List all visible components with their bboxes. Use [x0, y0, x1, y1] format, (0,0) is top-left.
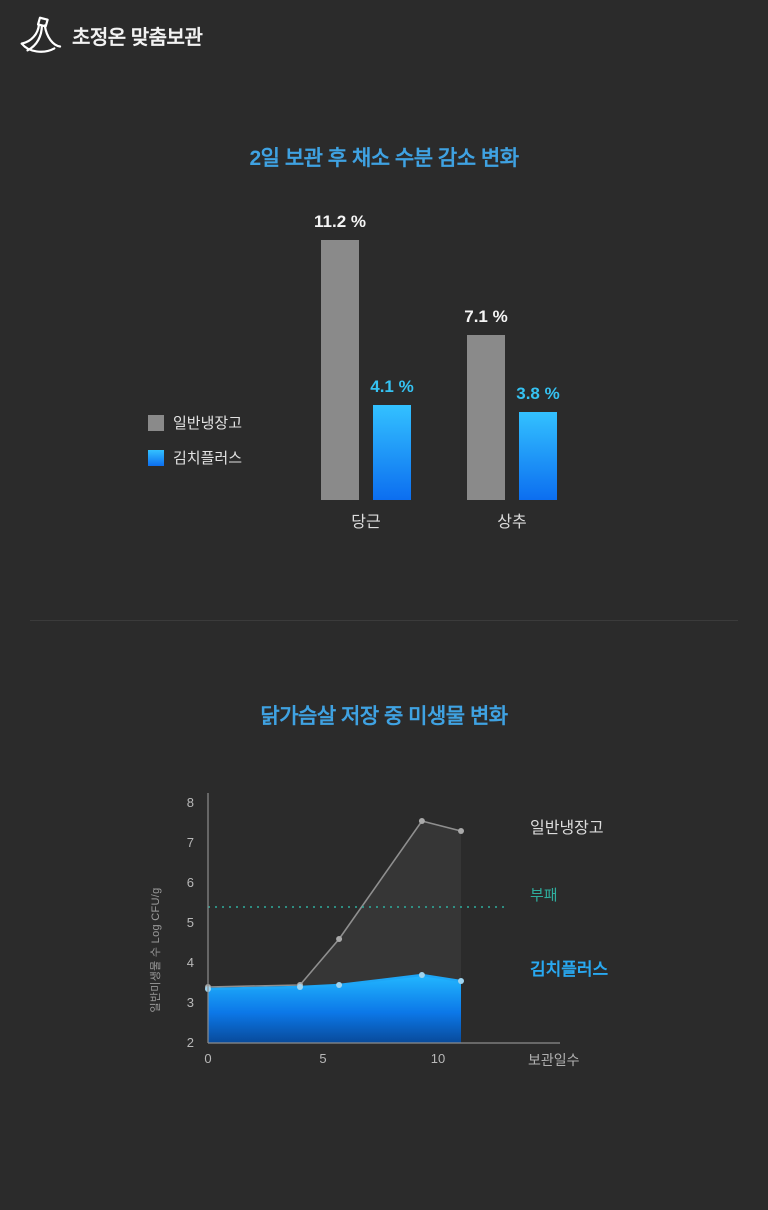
bar-value-label: 7.1 % [464, 307, 508, 326]
y-tick-label: 8 [187, 795, 194, 810]
y-tick-label: 6 [187, 875, 194, 890]
kimchi-plus-area [208, 975, 461, 1043]
x-axis-title: 보관일수 [528, 1052, 580, 1068]
x-tick-label: 0 [204, 1051, 211, 1066]
legend-label: 김치플러스 [173, 450, 243, 467]
y-tick-label: 4 [187, 955, 194, 970]
y-tick-label: 3 [187, 995, 194, 1010]
bar-kimchi-plus [373, 405, 411, 500]
bar-category-label: 상추 [497, 514, 527, 531]
brand-title: 초정온 맞춤보관 [72, 26, 203, 49]
brand-header: 초정온 맞춤보관 [16, 12, 203, 58]
normal-fridge-point [418, 818, 425, 824]
kimchi-plus-point [336, 982, 343, 988]
line-chart: 2 3 4 5 6 7 8 0 5 10 [187, 793, 560, 1066]
spoilage-threshold-label: 부패 [530, 887, 558, 904]
series-label-normal-fridge: 일반냉장고 [530, 820, 604, 837]
y-tick-label: 2 [187, 1035, 194, 1050]
bar-category-label: 당근 [351, 514, 381, 531]
legend-row: 김치플러스 [148, 447, 242, 468]
bar-kimchi-plus [519, 412, 557, 500]
y-axis-title: 일반미생물 수 Log CFU/g [150, 887, 162, 1013]
x-tick-label: 5 [319, 1051, 326, 1066]
bar-value-label: 4.1 % [370, 377, 414, 396]
y-tick-label: 7 [187, 835, 194, 850]
normal-fridge-point [336, 936, 343, 942]
legend-row: 일반냉장고 [148, 412, 242, 433]
bar-value-label: 3.8 % [516, 384, 560, 403]
bananas-icon [20, 16, 62, 53]
bar-value-label: 11.2 % [314, 212, 366, 231]
bar-normal-fridge [321, 240, 359, 500]
bar-normal-fridge [467, 335, 505, 500]
kimchi-plus-point [458, 978, 464, 984]
x-tick-label: 10 [431, 1051, 445, 1066]
section-divider [30, 620, 738, 621]
legend-swatch [148, 449, 164, 466]
legend-swatch [148, 414, 164, 431]
normal-fridge-point [458, 828, 464, 834]
kimchi-plus-point [418, 972, 425, 978]
y-tick-label: 5 [187, 915, 194, 930]
bar-chart-title: 2일 보관 후 채소 수분 감소 변화 [249, 147, 519, 170]
line-chart-title: 닭가슴살 저장 중 미생물 변화 [260, 705, 508, 728]
kimchi-plus-point [297, 984, 303, 990]
series-label-kimchi-plus: 김치플러스 [530, 960, 609, 979]
legend-label: 일반냉장고 [173, 415, 243, 432]
